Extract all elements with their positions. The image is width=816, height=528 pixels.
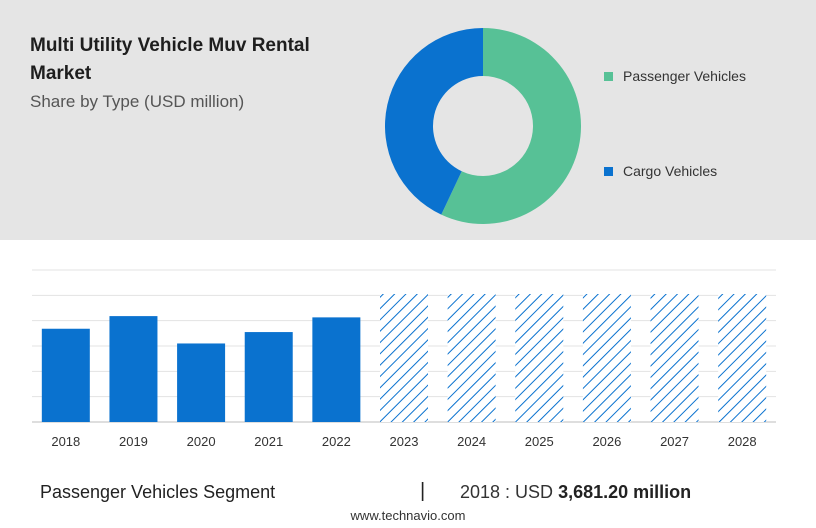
x-tick-label-2028: 2028 (728, 434, 757, 449)
legend-swatch-passenger-vehicles (604, 71, 613, 81)
x-tick-label-2019: 2019 (119, 434, 148, 449)
segment-value-amount: 3,681.20 million (558, 482, 692, 502)
bar-forecast-2023 (380, 294, 428, 422)
bar-2018 (41, 328, 90, 422)
x-tick-label-2023: 2023 (390, 434, 419, 449)
legend-item-cargo-vehicles: Cargo Vehicles (604, 163, 717, 179)
bar-chart: 2018 2019 2020 2021 2022 2023 2024 2025 2026 2027… (0, 258, 816, 458)
legend-item-passenger-vehicles: Passenger Vehicles (604, 68, 746, 84)
bar-forecast-2025 (515, 294, 564, 422)
x-tick-label-2025: 2025 (525, 434, 554, 449)
bar-forecast-2024 (447, 294, 496, 422)
source-link[interactable]: www.technavio.com (350, 508, 466, 523)
legend-label-passenger-vehicles: Passenger Vehicles (623, 68, 746, 84)
donut-slice-cargo-vehicles (385, 28, 483, 215)
bar-forecast-2028 (718, 294, 767, 422)
donut-slice-passenger-vehicles (441, 28, 581, 224)
x-tick-label-2024: 2024 (457, 434, 486, 449)
legend-swatch-cargo-vehicles (604, 166, 613, 176)
bar-2020 (177, 343, 226, 422)
segment-label: Passenger Vehicles Segment (40, 482, 276, 502)
x-tick-label-2021: 2021 (254, 434, 283, 449)
chart-title: Multi Utility Vehicle Muv Rental Market (30, 35, 310, 84)
x-tick-label-2022: 2022 (322, 434, 351, 449)
x-tick-label-2020: 2020 (187, 434, 216, 449)
bar-forecast-2027 (650, 294, 699, 422)
bar-2021 (244, 332, 293, 422)
legend-label-cargo-vehicles: Cargo Vehicles (623, 163, 718, 179)
bar-forecast-2026 (582, 294, 631, 422)
footer-divider: | (420, 480, 426, 502)
chart-subtitle: Share by Type (USD million) (30, 92, 245, 111)
x-tick-label-2018: 2018 (51, 434, 80, 449)
segment-value-prefix: 2018 : USD (460, 482, 554, 502)
bar-2019 (109, 316, 158, 422)
donut-chart (384, 27, 582, 225)
bar-2022 (312, 317, 361, 422)
x-tick-label-2026: 2026 (592, 434, 621, 449)
segment-value: 2018 : USD 3,681.20 million (460, 482, 691, 503)
x-tick-label-2027: 2027 (660, 434, 689, 449)
